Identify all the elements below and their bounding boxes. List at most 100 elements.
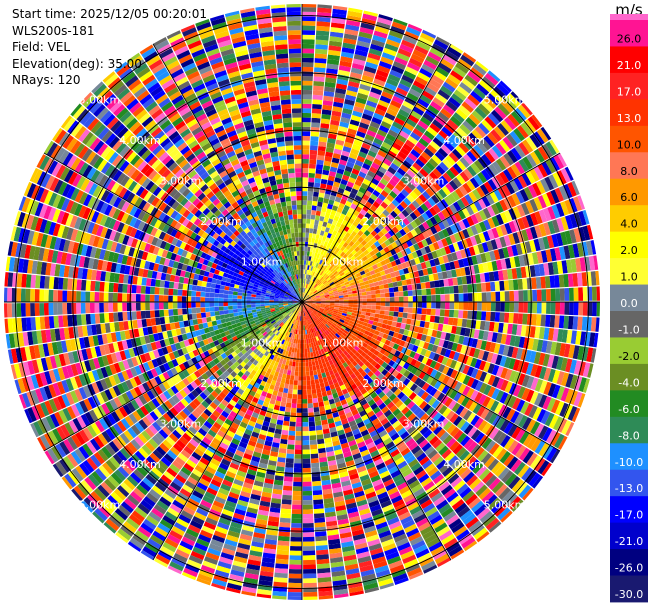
velocity-bin <box>390 210 398 219</box>
velocity-bin <box>320 284 325 289</box>
velocity-bin <box>490 281 496 292</box>
velocity-bin <box>473 159 485 172</box>
velocity-bin <box>317 145 326 152</box>
velocity-bin <box>393 286 399 292</box>
velocity-bin <box>374 26 390 35</box>
velocity-bin <box>422 178 432 188</box>
velocity-bin <box>404 139 416 149</box>
velocity-bin <box>381 52 396 61</box>
velocity-bin <box>302 454 311 459</box>
velocity-bin <box>306 384 312 390</box>
velocity-bin <box>326 285 332 290</box>
velocity-bin <box>327 203 334 210</box>
velocity-bin <box>541 302 547 314</box>
velocity-bin <box>445 236 453 246</box>
velocity-bin <box>428 243 436 252</box>
velocity-bin <box>283 485 293 491</box>
velocity-bin <box>425 187 435 197</box>
velocity-bin <box>303 541 315 547</box>
velocity-bin <box>374 313 380 319</box>
velocity-bin <box>303 559 316 565</box>
velocity-bin <box>416 206 425 215</box>
velocity-bin <box>346 211 353 218</box>
velocity-bin <box>491 176 502 189</box>
velocity-bin <box>310 444 318 450</box>
velocity-bin <box>331 219 338 226</box>
velocity-bin <box>509 302 515 313</box>
velocity-bin <box>377 238 385 245</box>
velocity-bin <box>527 289 533 302</box>
velocity-bin <box>288 582 302 588</box>
velocity-bin <box>373 112 384 121</box>
velocity-bin <box>302 518 314 524</box>
velocity-bin <box>426 82 440 93</box>
velocity-bin <box>422 221 430 230</box>
velocity-bin <box>421 90 435 101</box>
velocity-bin <box>321 260 326 266</box>
velocity-bin <box>309 261 313 266</box>
velocity-bin <box>429 47 444 58</box>
velocity-bin <box>356 190 364 198</box>
velocity-bin <box>315 234 320 240</box>
velocity-bin <box>325 208 332 214</box>
velocity-bin <box>317 443 326 449</box>
velocity-bin <box>537 146 549 161</box>
velocity-bin <box>288 573 302 579</box>
velocity-bin <box>334 177 342 184</box>
velocity-bin <box>302 145 310 150</box>
velocity-bin <box>388 202 397 211</box>
velocity-bin <box>486 205 496 217</box>
velocity-bin <box>321 271 326 277</box>
velocity-bin <box>530 151 541 166</box>
velocity-bin <box>336 78 349 86</box>
velocity-bin <box>500 99 514 114</box>
velocity-bin <box>425 315 431 322</box>
velocity-bin <box>282 392 288 398</box>
velocity-bin <box>297 394 302 400</box>
velocity-bin <box>459 82 473 94</box>
velocity-bin <box>406 194 415 203</box>
velocity-bin <box>456 160 467 171</box>
velocity-bin <box>307 265 310 270</box>
velocity-bin <box>432 241 440 251</box>
velocity-bin <box>358 88 370 96</box>
velocity-bin <box>434 191 444 202</box>
velocity-bin <box>303 591 318 597</box>
velocity-bin <box>327 287 332 291</box>
velocity-bin <box>448 180 459 191</box>
velocity-bin <box>294 375 299 381</box>
velocity-bin <box>421 239 429 248</box>
velocity-bin <box>368 125 379 134</box>
velocity-bin <box>302 80 313 86</box>
velocity-bin <box>340 198 347 205</box>
velocity-bin <box>397 317 403 323</box>
velocity-bin <box>369 193 378 201</box>
velocity-bin <box>427 197 436 207</box>
velocity-bin <box>303 269 306 275</box>
velocity-bin <box>483 96 497 109</box>
velocity-bin <box>281 397 287 403</box>
velocity-bin <box>291 523 302 528</box>
velocity-bin <box>430 100 443 112</box>
velocity-bin <box>311 467 320 473</box>
velocity-bin <box>413 243 420 251</box>
velocity-bin <box>323 217 329 223</box>
velocity-bin <box>425 209 434 219</box>
velocity-bin <box>341 266 347 272</box>
velocity-bin <box>288 435 295 441</box>
velocity-bin <box>454 293 459 302</box>
velocity-bin <box>485 193 495 205</box>
velocity-bin <box>406 223 414 232</box>
velocity-bin <box>424 245 432 254</box>
velocity-bin <box>359 27 374 35</box>
velocity-bin <box>314 238 319 244</box>
velocity-bin <box>338 69 350 77</box>
velocity-bin <box>302 39 315 45</box>
velocity-bin <box>322 287 327 292</box>
velocity-bin <box>420 282 426 289</box>
velocity-bin <box>326 222 332 229</box>
velocity-bin <box>375 154 385 162</box>
velocity-bin <box>313 224 319 230</box>
velocity-bin <box>425 228 434 237</box>
velocity-bin <box>321 109 332 116</box>
